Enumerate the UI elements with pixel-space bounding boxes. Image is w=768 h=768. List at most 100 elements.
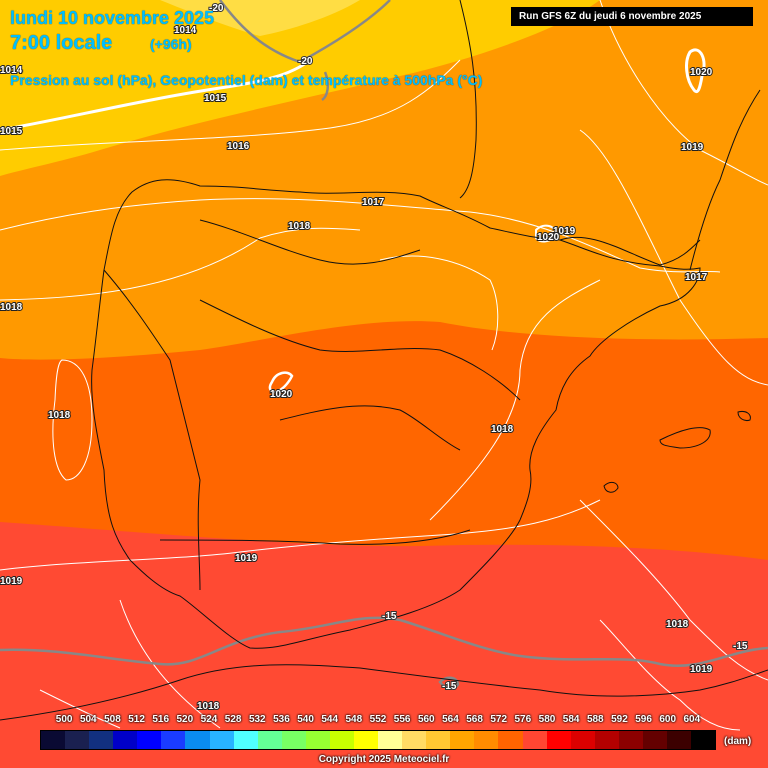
legend-value: 596 (635, 714, 652, 725)
run-info-box: Run GFS 6Z du jeudi 6 novembre 2025 (511, 7, 753, 26)
legend-value: 520 (176, 714, 194, 725)
legend-value: 592 (611, 714, 628, 725)
legend-unit: (dam) (724, 736, 752, 747)
isobar-label: 1018 (491, 424, 514, 435)
legend-value: 504 (79, 714, 97, 725)
legend-value: 548 (345, 714, 363, 725)
isobar-1018e (52, 359, 93, 481)
legend-value: 524 (200, 714, 218, 725)
isotherms (0, 0, 768, 690)
legend-value: 604 (683, 714, 701, 725)
legend-value: 556 (393, 714, 411, 725)
isotherm-label: -15 (382, 611, 397, 622)
legend-swatch (113, 731, 138, 749)
spain-region-a (199, 299, 521, 401)
legend-value: 528 (224, 714, 242, 725)
legend-swatch (474, 731, 499, 749)
legend-swatch (546, 731, 571, 749)
legend-value: 600 (659, 714, 677, 725)
legend-value: 560 (417, 714, 435, 725)
isobar-label: 1018 (197, 701, 220, 712)
balearic-ibiza (603, 481, 619, 493)
geopotential-band-556-560 (0, 0, 600, 176)
iberia-coastline (91, 179, 701, 649)
isobar-1019a (0, 499, 601, 571)
isobar-label: 1019 (681, 142, 704, 153)
legend-swatch (329, 731, 355, 749)
spain-region-b (279, 405, 461, 451)
legend-swatch (402, 731, 427, 749)
isobar-1018d (119, 599, 221, 729)
isobar-1018f (379, 255, 499, 351)
isobar-label: 1020 (690, 67, 713, 78)
isotherm-minus-20-b (321, 71, 330, 102)
legend-swatch (257, 731, 282, 749)
isobar-label: 1018 (288, 221, 311, 232)
isobar-1015 (0, 58, 311, 132)
legend-color-scale (40, 730, 716, 750)
isobar-label: 1019 (690, 664, 713, 675)
isotherm-label: -20 (209, 3, 224, 14)
isobar-label: 1020 (270, 389, 293, 400)
isobar-1018a (0, 227, 361, 301)
isobar-label: 1017 (685, 272, 708, 283)
isobar-label: 1014 (174, 25, 197, 36)
legend-value: 588 (586, 714, 604, 725)
isobar-1018c (599, 619, 741, 731)
isobar-label: 1018 (666, 619, 689, 630)
isobar-label: 1015 (204, 93, 227, 104)
legend-value: 584 (562, 714, 580, 725)
isobar-label: 1020 (537, 232, 560, 243)
isobar-1016 (0, 59, 461, 151)
map-subtitle: Pression au sol (hPa), Geopotentiel (dam… (10, 72, 483, 88)
isobar-1019b (599, 0, 768, 186)
forecast-lead-time: (+96h) (150, 36, 192, 52)
isobar-1020-high-2 (268, 371, 294, 394)
legend-swatch (161, 731, 186, 749)
isotherm-labels: -20 -20 -15 -15 -15 (208, 2, 749, 693)
copyright: Copyright 2025 Meteociel.fr (318, 754, 450, 765)
legend-swatch (233, 731, 258, 749)
forecast-date: lundi 10 novembre 2025 (10, 8, 215, 28)
spain-region-c (159, 529, 471, 545)
legend-swatch (305, 731, 330, 749)
legend-swatch (691, 731, 716, 749)
legend-swatch (570, 731, 595, 749)
legend-value: 500 (55, 714, 73, 725)
isotherm-label: -15 (733, 641, 748, 652)
legend-values: 500 504 508 512 516 520 524 528 532 536 540 544 548 5… (0, 714, 768, 728)
isobar-label: 1019 (235, 553, 258, 564)
legend-swatch (185, 731, 210, 749)
france-south-coast (559, 236, 701, 266)
spain-region-d (199, 219, 421, 265)
isobar-1017e (39, 689, 121, 729)
isobar-1019d (579, 499, 768, 681)
legend-value: 580 (538, 714, 556, 725)
isobar-label: 1018 (0, 302, 23, 313)
legend-value: 512 (128, 714, 145, 725)
legend-swatch (522, 731, 547, 749)
legend-value: 536 (273, 714, 290, 725)
isobar-label: 1014 (0, 65, 23, 76)
legend-swatch (498, 731, 523, 749)
isotherm-minus-15-b (438, 676, 460, 690)
isobar-label: 1016 (227, 141, 250, 152)
legend-swatch (41, 731, 66, 749)
isobar-label: 1015 (0, 126, 23, 137)
africa-coastline (0, 664, 768, 721)
isobar-label: 1019 (553, 226, 576, 237)
legend-swatch (378, 731, 403, 749)
legend-swatch (137, 731, 162, 749)
legend-swatch (89, 731, 114, 749)
legend-swatch (450, 731, 475, 749)
legend-swatch (426, 731, 451, 749)
isobar-label: 1019 (0, 576, 23, 587)
legend-swatch (642, 731, 668, 749)
isobar-labels: 1014 1015 1015 1016 1014 1017 1018 1018 … (0, 24, 714, 713)
legend-swatch (667, 731, 692, 749)
legend-swatch (281, 731, 306, 749)
isobar-label: 1017 (362, 197, 385, 208)
forecast-time: 7:00 locale (10, 32, 113, 54)
legend-value: 540 (297, 714, 314, 725)
